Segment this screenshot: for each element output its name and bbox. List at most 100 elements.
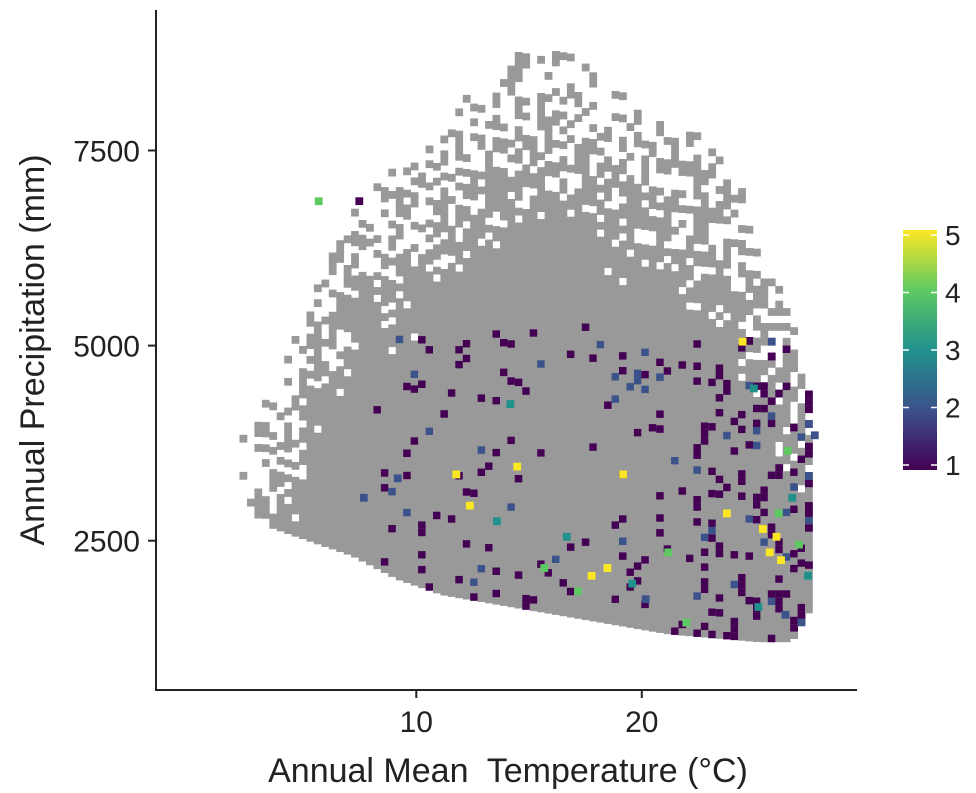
heatmap-cell xyxy=(485,358,493,367)
heatmap-cell xyxy=(395,253,404,262)
heatmap-cell xyxy=(596,436,605,445)
heatmap-cell xyxy=(656,321,664,329)
heatmap-cell xyxy=(544,524,553,533)
heatmap-cell xyxy=(485,365,493,374)
heatmap-cell xyxy=(790,527,798,536)
heatmap-cell xyxy=(671,204,679,213)
heatmap-cell xyxy=(492,359,501,368)
heatmap-cell xyxy=(596,251,605,260)
heatmap-cell xyxy=(566,246,575,255)
heatmap-cell xyxy=(581,464,590,472)
heatmap-cell xyxy=(753,478,761,487)
heatmap-cell xyxy=(559,163,568,172)
heatmap-cell xyxy=(797,477,806,486)
heatmap-cell xyxy=(380,402,389,410)
heatmap-cell xyxy=(745,470,754,479)
heatmap-cell xyxy=(492,374,501,383)
heatmap-cell xyxy=(343,361,352,370)
heatmap-cell xyxy=(648,342,657,350)
heatmap-cell xyxy=(626,286,635,295)
heatmap-cell xyxy=(574,529,583,538)
heatmap-cell xyxy=(462,584,471,593)
heatmap-cell xyxy=(738,544,746,552)
heatmap-cell xyxy=(500,249,508,258)
heatmap-cell xyxy=(611,476,620,485)
heatmap-cell xyxy=(619,477,627,486)
heatmap-cell xyxy=(514,600,523,609)
heatmap-cell xyxy=(321,420,330,429)
heatmap-cell xyxy=(596,310,605,319)
heatmap-cell xyxy=(477,512,486,521)
heatmap-cell xyxy=(782,500,791,509)
heatmap-cell xyxy=(529,410,538,419)
heatmap-cell xyxy=(693,599,702,608)
heatmap-cell xyxy=(626,560,635,569)
heatmap-cell-count xyxy=(529,595,538,604)
heatmap-cell xyxy=(693,228,702,237)
heatmap-cell xyxy=(589,198,598,207)
heatmap-cell-count xyxy=(537,448,545,457)
heatmap-cell xyxy=(507,258,516,267)
heatmap-cell xyxy=(730,372,739,381)
heatmap-cell xyxy=(261,444,270,453)
heatmap-cell xyxy=(485,469,493,478)
heatmap-cell xyxy=(663,166,672,175)
heatmap-cell xyxy=(373,272,382,280)
heatmap-cell xyxy=(455,419,464,428)
heatmap-cell xyxy=(559,348,568,357)
heatmap-cell xyxy=(425,442,434,450)
heatmap-cell xyxy=(581,449,590,457)
heatmap-cell-count xyxy=(373,405,382,414)
heatmap-cell xyxy=(700,629,709,638)
heatmap-cell xyxy=(700,466,709,475)
heatmap-cell xyxy=(485,321,493,329)
heatmap-cell xyxy=(619,359,627,367)
heatmap-cell xyxy=(433,333,441,342)
heatmap-cell xyxy=(552,584,560,593)
heatmap-cell xyxy=(574,225,583,234)
heatmap-cell xyxy=(328,467,337,476)
heatmap-cell xyxy=(730,395,739,403)
heatmap-cell xyxy=(552,280,560,289)
heatmap-cell xyxy=(470,370,478,379)
heatmap-cell xyxy=(522,401,531,410)
heatmap-cell xyxy=(440,202,449,211)
heatmap-cell xyxy=(730,320,739,329)
heatmap-cell xyxy=(507,547,516,556)
heatmap-cell xyxy=(663,619,672,627)
heatmap-cell xyxy=(410,525,419,534)
heatmap-cell xyxy=(678,190,687,199)
heatmap-cell xyxy=(648,520,657,528)
heatmap-cell xyxy=(693,317,702,326)
heatmap-cell xyxy=(723,468,731,477)
heatmap-cell xyxy=(433,578,441,586)
heatmap-cell xyxy=(343,517,352,525)
heatmap-cell xyxy=(730,543,739,552)
heatmap-cell xyxy=(462,436,471,444)
heatmap-cell xyxy=(433,407,441,416)
heatmap-cell xyxy=(559,437,568,446)
heatmap-cell xyxy=(671,419,679,428)
heatmap-cell xyxy=(507,473,516,482)
heatmap-cell xyxy=(566,394,575,403)
heatmap-cell xyxy=(537,493,545,502)
heatmap-cell xyxy=(753,315,761,324)
heatmap-cell xyxy=(507,273,516,281)
heatmap-cell xyxy=(648,594,657,602)
heatmap-cell xyxy=(596,318,605,327)
heatmap-cell xyxy=(343,532,352,540)
heatmap-cell xyxy=(589,509,598,518)
heatmap-cell xyxy=(447,240,456,249)
heatmap-cell-count xyxy=(708,519,717,527)
heatmap-cell xyxy=(700,370,709,378)
heatmap-cell xyxy=(500,524,508,532)
heatmap-cell xyxy=(671,330,679,339)
heatmap-cell xyxy=(410,266,419,275)
heatmap-cell xyxy=(700,303,709,312)
heatmap-cell xyxy=(611,528,620,537)
heatmap-cell xyxy=(299,501,307,510)
heatmap-cell xyxy=(686,235,694,244)
heatmap-cell xyxy=(522,498,531,506)
heatmap-cell-highlight xyxy=(664,548,673,557)
heatmap-cell xyxy=(507,325,516,333)
